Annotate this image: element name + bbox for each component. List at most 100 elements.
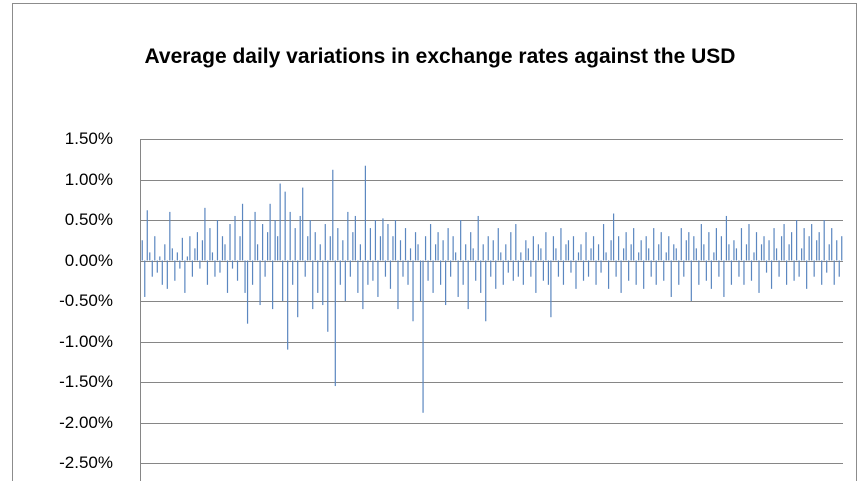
bar [590,248,592,261]
bar [683,260,685,277]
bar [630,244,632,261]
bar [462,260,464,285]
bar [309,220,311,261]
bar [838,260,840,277]
bar [274,220,276,261]
bar [397,260,399,310]
y-tick-label: 1.00% [65,170,113,189]
bar [149,252,151,261]
bar [384,260,387,277]
bar [369,228,372,261]
bar [791,232,793,261]
bar [389,260,392,289]
bar [765,260,768,273]
bar [189,236,191,261]
bar [728,244,730,261]
bar [327,260,329,332]
bar [161,260,163,285]
bar [715,228,717,261]
bar [176,252,178,261]
bar [755,232,758,261]
bar [169,211,171,261]
bar [532,236,534,261]
bar [502,260,504,285]
bar [552,236,555,261]
y-tick-label: 0.50% [65,210,113,229]
bar [482,244,484,261]
bar [720,236,723,261]
bar [522,260,524,285]
bar [625,232,627,261]
bar [620,260,622,293]
bar [565,244,567,261]
bar [249,220,251,261]
bar [289,211,291,261]
bar [567,240,570,261]
bar [297,260,299,318]
bar [485,260,487,322]
y-tick-label: -2.00% [59,413,113,432]
y-tick-label: 1.50% [65,129,113,148]
bar [665,252,667,261]
bar [718,260,720,277]
bar [725,215,728,261]
bar [758,260,760,293]
bar [159,256,161,261]
bar [587,260,590,277]
bar [146,210,148,261]
bar [256,244,259,261]
y-tick-label: 0.00% [65,251,113,270]
y-tick-label: -0.50% [59,291,113,310]
bar [219,260,221,273]
bar [324,224,326,261]
bar [154,236,156,261]
bar [770,260,773,289]
bar [735,248,738,261]
bar [352,232,354,261]
bar [585,232,587,261]
bar [811,224,813,261]
bar [234,215,236,261]
bar [640,240,642,261]
bar [540,248,542,261]
bar [695,248,697,261]
bar [226,260,229,293]
bar [693,236,695,261]
bar [821,260,823,285]
bar [793,260,795,281]
bar [312,260,314,310]
bar [705,260,707,281]
bar [377,260,379,297]
bar [201,240,204,261]
bar [780,236,783,261]
bar [460,220,462,261]
bar [763,236,765,261]
bar [194,248,196,261]
bar [836,240,838,261]
bar [349,260,351,277]
bar [680,228,682,261]
bar [282,260,284,301]
bar [299,215,301,261]
bar [374,220,377,261]
bar [650,260,652,277]
bar [287,260,289,350]
bar [512,260,514,281]
bar [292,260,294,285]
bar [272,260,274,310]
bar [442,240,444,261]
bar [231,260,234,269]
bar [710,260,712,289]
bar [347,211,349,261]
bar [796,220,798,261]
bar [329,236,331,261]
bar [643,260,645,289]
bar [618,236,620,261]
bar [475,260,477,281]
bar [678,260,680,285]
bar [179,260,181,269]
bar [452,236,454,261]
bar [332,169,334,261]
bar [831,228,833,261]
bar [597,244,600,261]
